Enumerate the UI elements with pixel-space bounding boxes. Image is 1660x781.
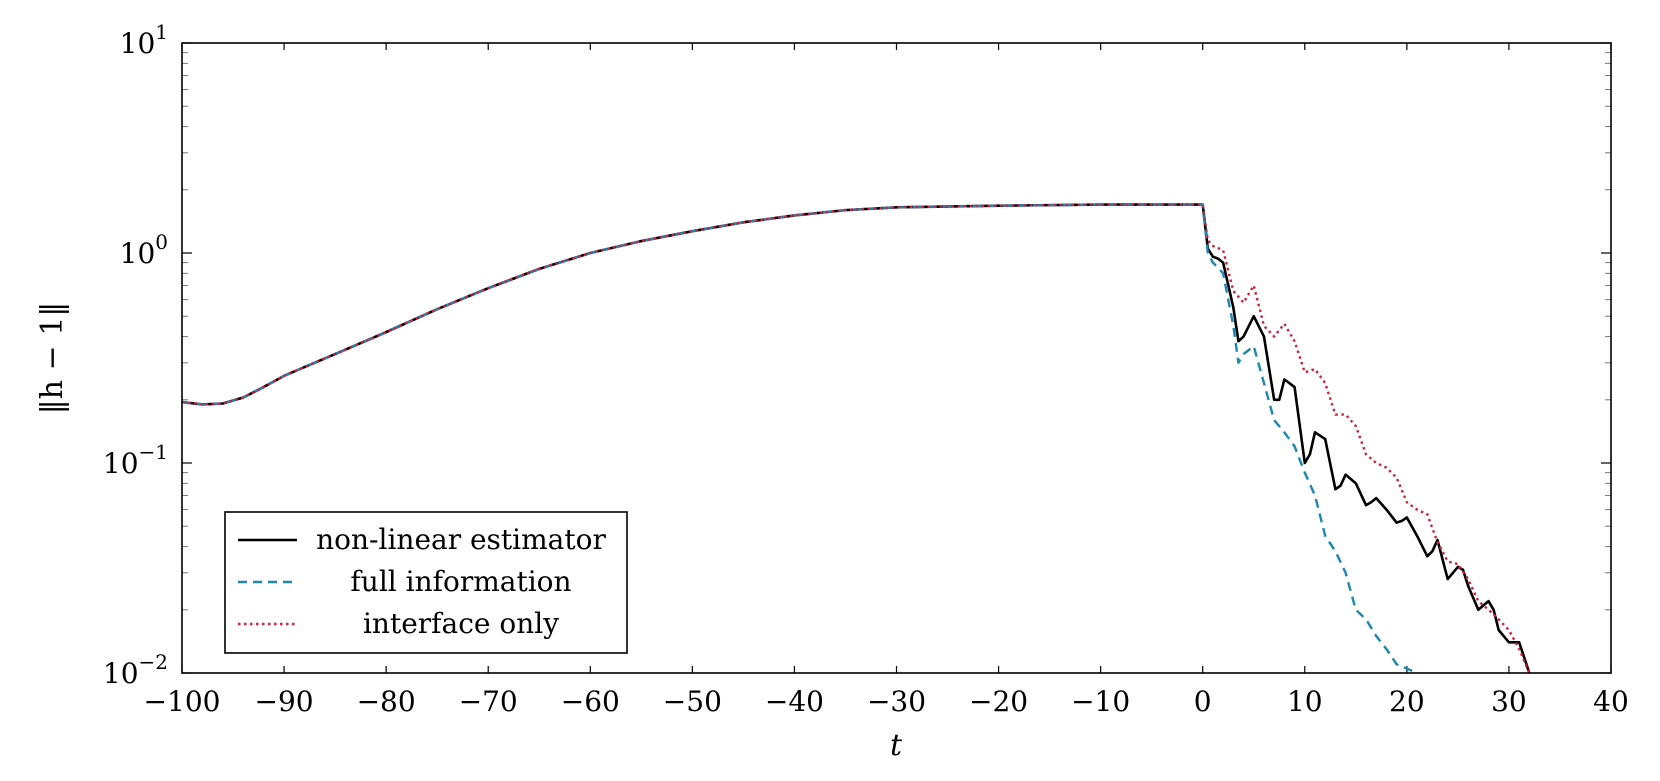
x-tick-label: −100: [144, 685, 221, 718]
y-axis-title: ‖h − 1‖: [35, 302, 70, 415]
x-tick-label: −90: [255, 685, 314, 718]
legend-label: non-linear estimator: [316, 523, 606, 556]
y-tick-labels: 10−2 10−1 100 101: [103, 20, 168, 690]
y-tick-label: 10−2: [103, 650, 168, 690]
x-tick-label: 10: [1287, 685, 1323, 718]
x-tick-label: −10: [1071, 685, 1130, 718]
x-tick-label: −80: [357, 685, 416, 718]
x-axis-title: t: [890, 728, 903, 763]
y-tick-label: 10−1: [103, 440, 168, 480]
y-tick-label: 100: [120, 230, 168, 270]
x-tick-label: 0: [1194, 685, 1212, 718]
x-tick-label: −40: [765, 685, 824, 718]
plot-frame: [181, 42, 1612, 674]
x-tick-label: −30: [867, 685, 926, 718]
legend: non-linear estimator full information inte…: [224, 511, 628, 654]
y-tick-label: 101: [120, 20, 168, 60]
x-tick-label: −20: [969, 685, 1028, 718]
series-line-interface-only: [182, 203, 1531, 673]
series-layer: [182, 203, 1531, 673]
x-tick-label: 40: [1593, 685, 1629, 718]
legend-label: interface only: [363, 607, 559, 640]
x-tick-label: 30: [1491, 685, 1527, 718]
x-tick-label: −60: [561, 685, 620, 718]
legend-label: full information: [350, 565, 571, 598]
series-line-full-information: [182, 203, 1418, 673]
x-tick-label: −70: [459, 685, 518, 718]
x-tick-label: −50: [663, 685, 722, 718]
x-tick-labels: −100 −90 −80 −70 −60 −50 −40 −30 −20 −10 0 10 20 30 40: [144, 685, 1629, 718]
legend-entries: non-linear estimator full information inte…: [238, 523, 606, 640]
minor-ticks: [182, 52, 1611, 611]
x-tick-label: 20: [1389, 685, 1425, 718]
